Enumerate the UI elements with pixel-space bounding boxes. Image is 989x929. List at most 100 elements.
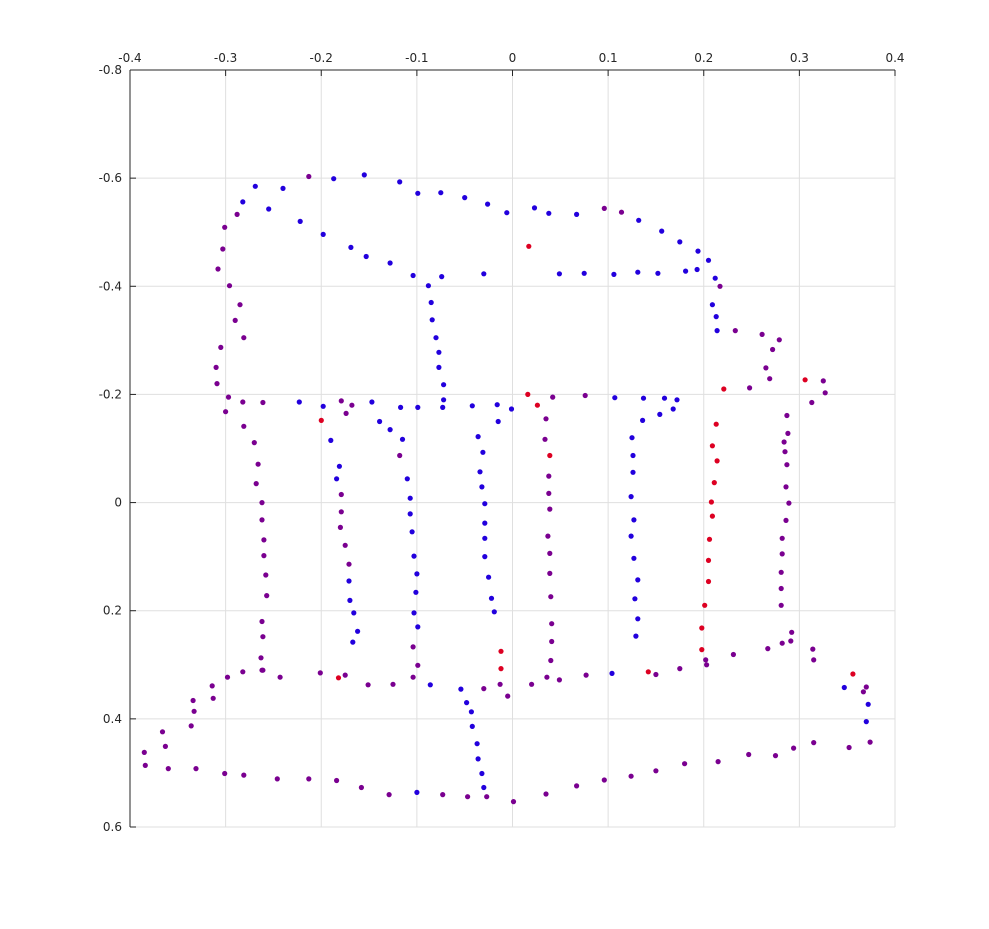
data-point xyxy=(653,671,659,678)
data-point xyxy=(786,500,792,506)
data-point xyxy=(497,681,503,687)
data-point xyxy=(655,270,661,276)
data-point xyxy=(772,753,779,759)
data-point xyxy=(545,533,551,539)
data-point xyxy=(237,302,243,308)
data-point xyxy=(358,784,364,791)
data-point xyxy=(574,783,580,789)
data-point xyxy=(347,597,353,604)
data-point xyxy=(485,201,491,207)
data-point xyxy=(346,578,352,584)
data-point xyxy=(387,260,393,266)
data-point xyxy=(259,517,265,523)
data-point xyxy=(713,314,719,320)
data-point xyxy=(280,185,286,191)
data-point xyxy=(240,399,246,405)
y-tick-label: 0.2 xyxy=(103,604,122,618)
data-point xyxy=(550,394,556,400)
y-tick-label: 0 xyxy=(114,496,122,510)
data-point xyxy=(703,657,709,663)
data-point xyxy=(778,585,784,592)
data-point xyxy=(410,272,416,279)
data-point xyxy=(386,792,392,798)
data-point xyxy=(498,648,504,654)
data-point xyxy=(438,190,444,196)
data-point xyxy=(361,172,367,178)
data-point xyxy=(399,436,406,442)
data-point xyxy=(547,452,553,459)
data-point xyxy=(705,257,712,263)
data-point xyxy=(863,719,869,725)
data-point xyxy=(612,395,618,401)
data-point xyxy=(427,682,433,688)
data-point xyxy=(429,317,435,323)
data-point xyxy=(863,684,869,690)
x-tick-label: 0.1 xyxy=(599,51,618,65)
data-point xyxy=(546,490,552,496)
data-point xyxy=(415,190,421,196)
data-point xyxy=(659,228,665,234)
data-point xyxy=(213,364,219,370)
data-point xyxy=(802,377,808,383)
data-point xyxy=(618,209,625,215)
data-point xyxy=(407,511,413,517)
data-point xyxy=(860,689,867,695)
data-point xyxy=(549,638,555,645)
data-point xyxy=(548,657,554,664)
data-point xyxy=(320,231,326,237)
data-point xyxy=(225,394,232,400)
data-point xyxy=(609,670,615,677)
data-point xyxy=(633,633,639,639)
data-point xyxy=(582,392,588,399)
data-point xyxy=(706,536,713,542)
data-point xyxy=(462,195,468,201)
x-tick-label: 0.4 xyxy=(885,51,904,65)
data-point xyxy=(464,700,470,706)
data-point xyxy=(778,569,784,575)
data-point xyxy=(342,672,348,678)
data-point xyxy=(338,509,344,515)
data-point xyxy=(404,476,410,482)
data-point xyxy=(784,412,790,419)
data-point xyxy=(349,402,355,408)
data-point xyxy=(224,674,231,680)
data-point xyxy=(414,571,420,577)
data-point xyxy=(709,302,716,308)
data-point xyxy=(779,640,785,646)
data-point xyxy=(223,409,229,415)
data-point xyxy=(543,416,549,422)
grid-lines xyxy=(130,70,896,828)
data-point xyxy=(410,644,416,650)
data-point xyxy=(708,499,715,505)
data-point xyxy=(320,403,326,409)
data-point xyxy=(409,529,415,535)
data-point xyxy=(543,791,549,797)
data-point xyxy=(210,695,216,701)
data-point xyxy=(436,364,442,370)
data-point xyxy=(484,794,490,800)
data-point xyxy=(746,751,752,758)
data-point xyxy=(711,480,717,486)
data-point xyxy=(810,646,816,652)
data-point xyxy=(266,206,272,212)
data-point xyxy=(411,610,417,616)
data-point xyxy=(763,365,769,371)
data-point xyxy=(348,244,354,250)
data-point xyxy=(410,674,416,680)
data-point xyxy=(425,283,431,289)
data-point xyxy=(475,434,481,440)
data-point xyxy=(661,395,668,401)
data-point xyxy=(510,799,517,805)
data-point xyxy=(465,794,471,800)
data-point xyxy=(714,328,720,334)
data-point xyxy=(222,770,228,777)
data-point xyxy=(481,271,487,277)
data-point xyxy=(747,385,753,391)
data-point xyxy=(630,452,636,459)
data-point xyxy=(709,443,716,449)
data-point xyxy=(226,283,233,289)
data-point xyxy=(695,248,701,254)
data-point xyxy=(335,675,342,681)
data-point xyxy=(318,417,324,423)
